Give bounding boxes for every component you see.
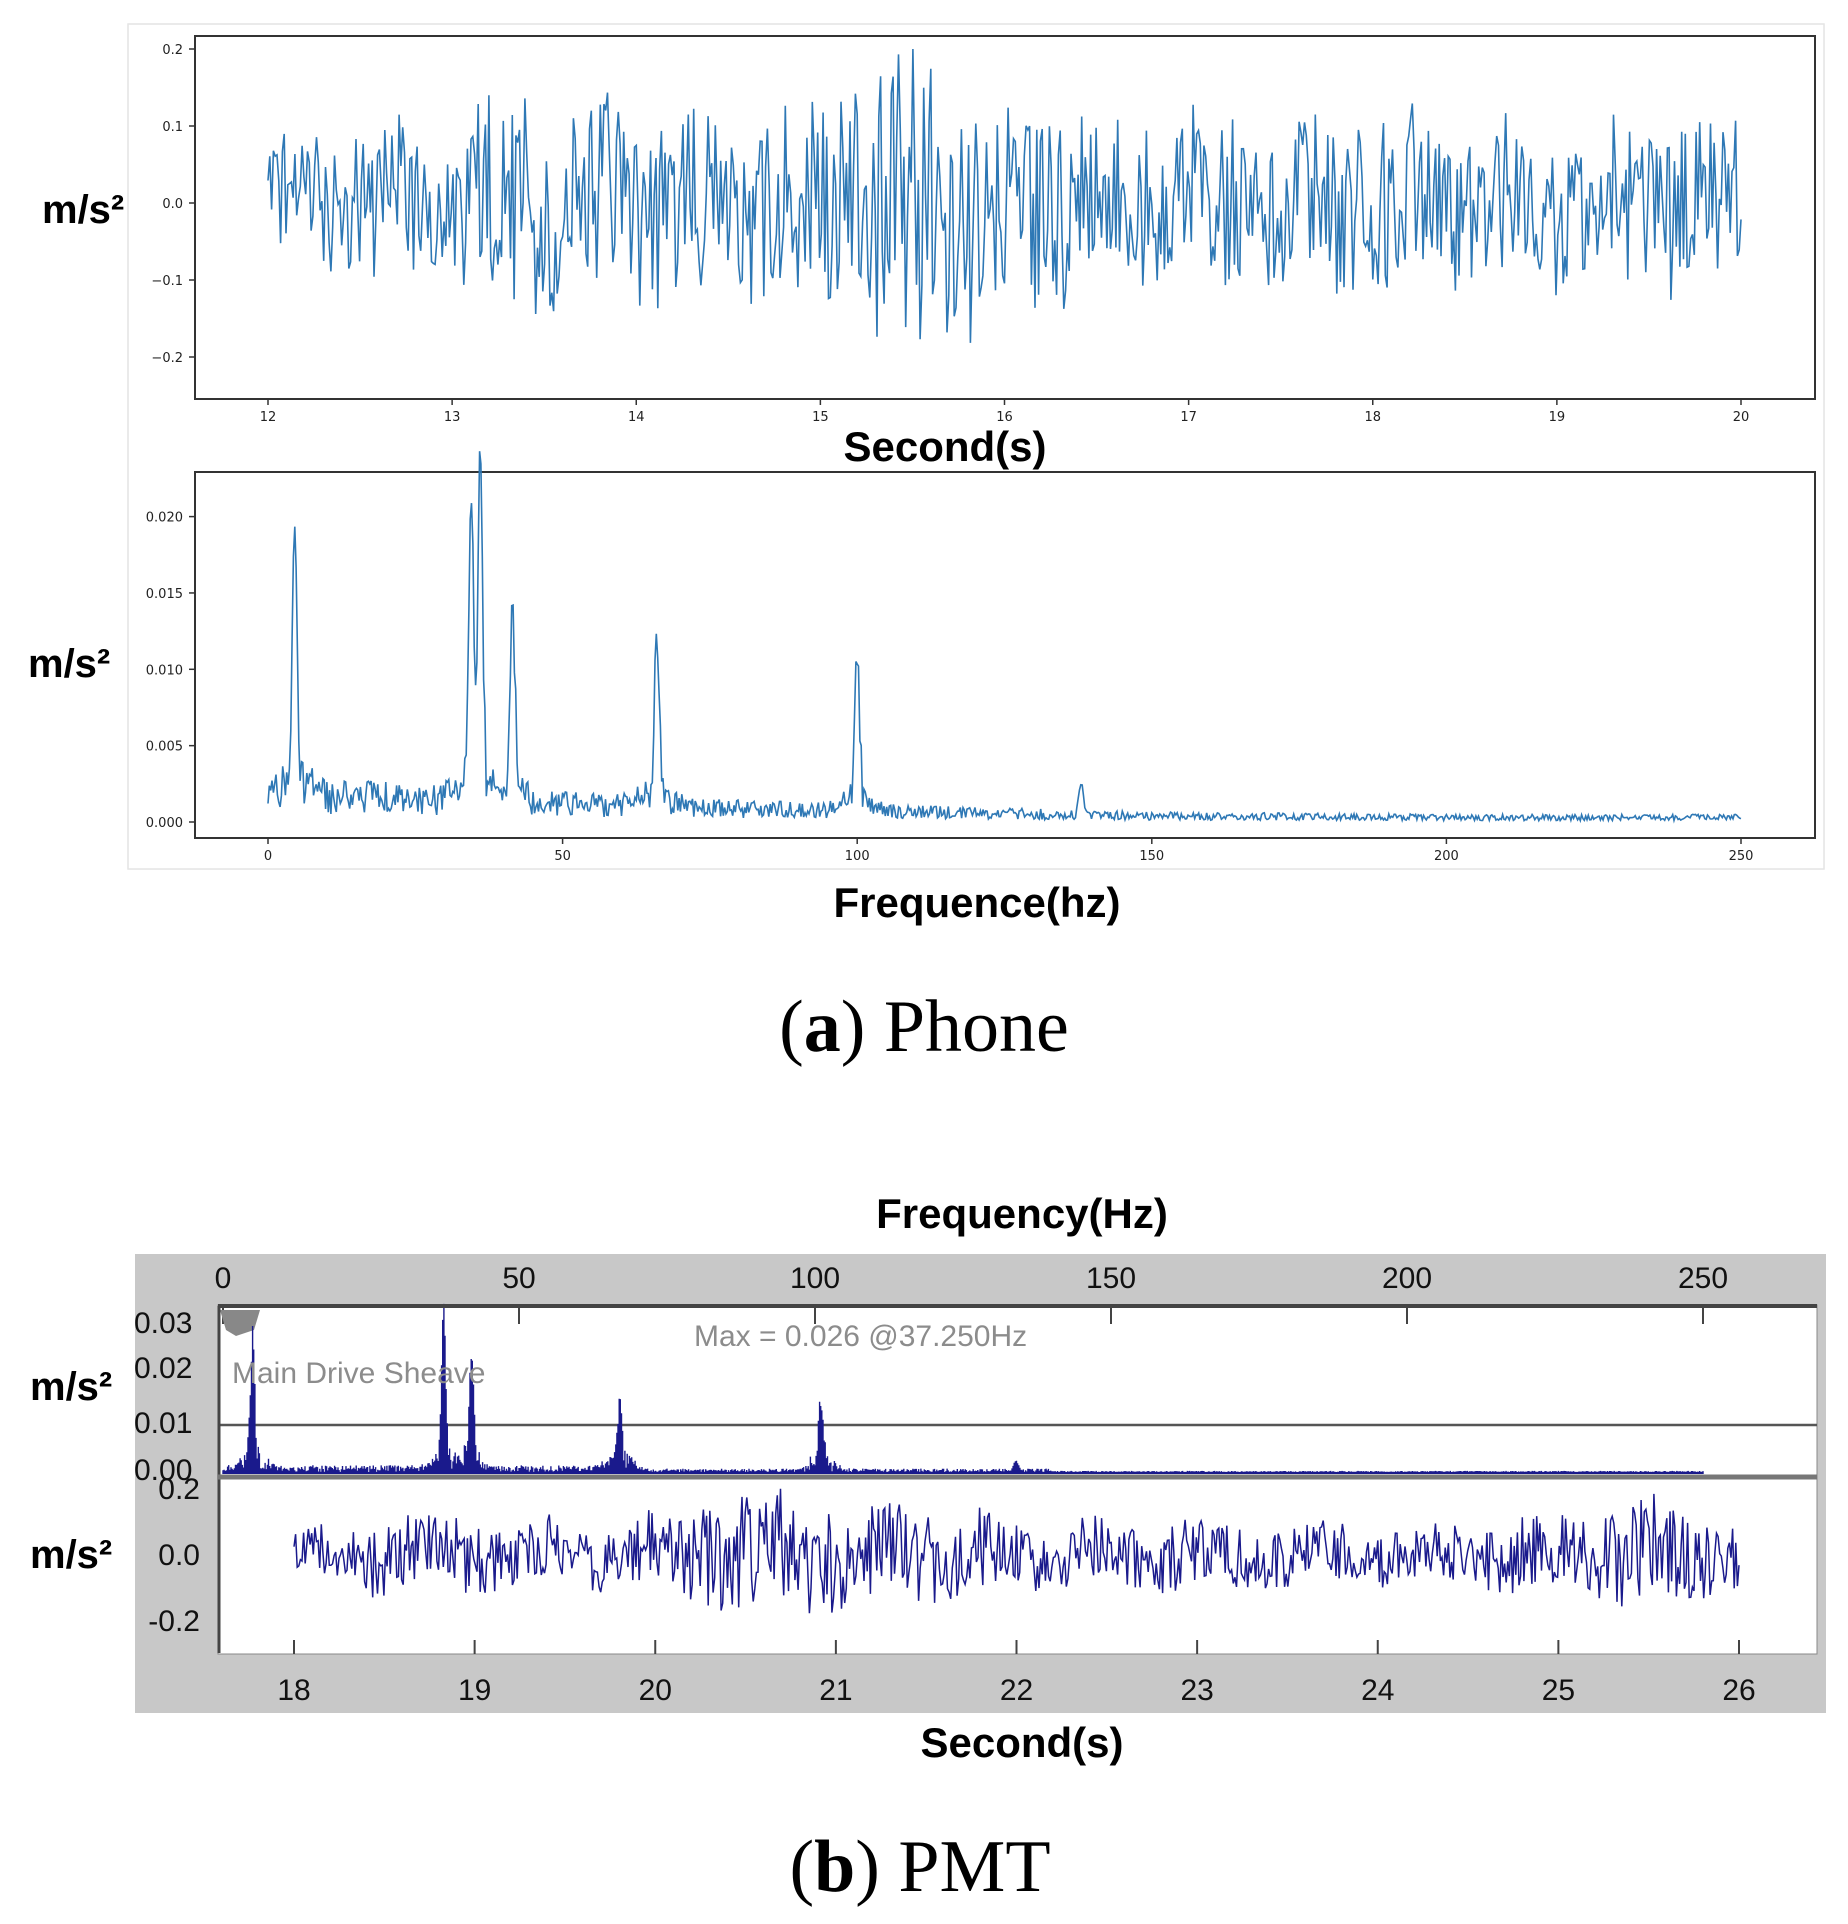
pmt-time-x-tick-label: 26 <box>1722 1674 1755 1707</box>
pmt-time-chart <box>293 1488 1740 1614</box>
phone-time-y-tick-label: 0.1 <box>162 120 183 135</box>
phone-freq-x-tick-label: 50 <box>554 849 571 864</box>
phone-time-y-tick-label: 0.0 <box>162 197 183 212</box>
phone-time-x-tick-label: 18 <box>1364 410 1381 425</box>
pmt-time-series-line <box>293 1488 1740 1614</box>
phone-freq-y-tick-label: 0.000 <box>146 816 183 831</box>
phone-freq-x-label: Frequence(hz) <box>833 879 1120 926</box>
phone-freq-x-tick-label: 100 <box>845 849 870 864</box>
phone-time-y-unit: m/s² <box>42 188 124 232</box>
pmt-time-x-label: Second(s) <box>920 1719 1123 1766</box>
pmt-freq-x-axis: 0 50 100 150 200 250 <box>215 1262 1728 1324</box>
pmt-time-y-tick-label: -0.2 <box>148 1605 200 1638</box>
pmt-time-x-tick-label: 25 <box>1542 1674 1575 1707</box>
caption-b-text: PMT <box>898 1826 1050 1908</box>
phone-time-y-tick-label: −0.2 <box>151 351 183 366</box>
phone-time-x-tick-label: 17 <box>1180 410 1197 425</box>
phone-time-x-tick-label: 20 <box>1733 410 1750 425</box>
pmt-freq-y-tick-label: 0.02 <box>134 1352 192 1385</box>
phone-time-y-axis: −0.2 −0.1 0.0 0.1 0.2 <box>151 43 195 366</box>
pmt-time-x-tick-label: 20 <box>639 1674 672 1707</box>
phone-freq-x-tick-label: 150 <box>1139 849 1164 864</box>
pmt-freq-x-tick-label: 50 <box>502 1262 535 1295</box>
phone-time-x-axis: 12 13 14 15 16 17 18 19 20 <box>260 399 1750 425</box>
phone-time-x-tick-label: 16 <box>996 410 1013 425</box>
pmt-freq-series-line <box>222 1303 1704 1474</box>
phone-freq-x-axis: 0 50 100 150 200 250 <box>264 838 1754 864</box>
pmt-freq-chart: Max = 0.026 @37.250Hz Main Drive Sheave <box>218 1303 1817 1474</box>
phone-time-x-tick-label: 14 <box>628 410 645 425</box>
pmt-max-annotation: Max = 0.026 @37.250Hz <box>694 1320 1027 1353</box>
pmt-channel-label: Main Drive Sheave <box>232 1357 485 1390</box>
pmt-freq-y-tick-label: 0.00 <box>134 1454 192 1487</box>
pmt-time-x-tick-label: 18 <box>277 1674 310 1707</box>
caption-b-letter: b <box>814 1826 855 1908</box>
phone-freq-y-tick-label: 0.010 <box>146 663 183 678</box>
phone-freq-plot-frame <box>194 471 1816 839</box>
pmt-freq-top-marker <box>220 1310 260 1336</box>
phone-time-y-tick-label: −0.1 <box>151 274 183 289</box>
pmt-freq-x-tick-label: 100 <box>790 1262 840 1295</box>
phone-time-x-tick-label: 15 <box>812 410 829 425</box>
pmt-time-x-tick-label: 21 <box>819 1674 852 1707</box>
caption-a-text: Phone <box>884 986 1069 1068</box>
pmt-freq-x-tick-label: 250 <box>1678 1262 1728 1295</box>
caption-a-letter: a <box>804 986 841 1068</box>
pmt-time-x-axis: 18 19 20 21 22 23 24 25 26 <box>277 1640 1756 1707</box>
pmt-freq-x-label: Frequency(Hz) <box>876 1190 1168 1237</box>
phone-freq-y-tick-label: 0.005 <box>146 740 183 755</box>
phone-freq-y-unit: m/s² <box>28 642 110 686</box>
caption-b: (b) PMT <box>789 1826 1050 1908</box>
phone-time-x-label: Second(s) <box>843 423 1046 470</box>
pmt-time-x-tick-label: 22 <box>1000 1674 1033 1707</box>
phone-time-series-line <box>267 48 1742 343</box>
pmt-freq-y-tick-label: 0.03 <box>134 1307 192 1340</box>
pmt-time-y-tick-label: 0.0 <box>158 1539 200 1572</box>
phone-freq-x-tick-label: 200 <box>1434 849 1459 864</box>
phone-freq-x-tick-label: 250 <box>1729 849 1754 864</box>
pmt-freq-y-unit: m/s² <box>30 1365 112 1409</box>
phone-time-x-tick-label: 19 <box>1549 410 1566 425</box>
phone-freq-chart: 0.000 0.005 0.010 0.015 0.020 0 50 100 150 200 25… <box>146 451 1816 864</box>
pmt-time-x-tick-label: 19 <box>458 1674 491 1707</box>
pmt-freq-x-tick-label: 150 <box>1086 1262 1136 1295</box>
pmt-time-y-unit: m/s² <box>30 1533 112 1577</box>
pmt-time-x-tick-label: 24 <box>1361 1674 1394 1707</box>
phone-time-chart: −0.2 −0.1 0.0 0.1 0.2 12 13 14 15 16 17 18 19 20 <box>151 35 1816 425</box>
phone-freq-series-line <box>267 451 1742 824</box>
pmt-freq-y-tick-label: 0.01 <box>134 1407 192 1440</box>
pmt-freq-y-axis: 0.03 0.02 0.01 0.00 <box>134 1307 192 1487</box>
phone-freq-y-tick-label: 0.020 <box>146 511 183 526</box>
phone-panel-frame <box>127 23 1825 870</box>
pmt-freq-x-tick-label: 0 <box>215 1262 232 1295</box>
caption-a: (a) Phone <box>779 986 1069 1068</box>
phone-time-y-tick-label: 0.2 <box>162 43 183 58</box>
phone-freq-y-axis: 0.000 0.005 0.010 0.015 0.020 <box>146 511 195 831</box>
pmt-freq-x-tick-label: 200 <box>1382 1262 1432 1295</box>
pmt-time-y-axis: 0.2 0.0 -0.2 <box>148 1473 200 1638</box>
phone-time-x-tick-label: 13 <box>444 410 461 425</box>
phone-freq-y-tick-label: 0.015 <box>146 587 183 602</box>
phone-freq-x-tick-label: 0 <box>264 849 272 864</box>
pmt-time-y-tick-label: 0.2 <box>158 1473 200 1506</box>
pmt-time-x-tick-label: 23 <box>1180 1674 1213 1707</box>
phone-time-x-tick-label: 12 <box>260 410 277 425</box>
